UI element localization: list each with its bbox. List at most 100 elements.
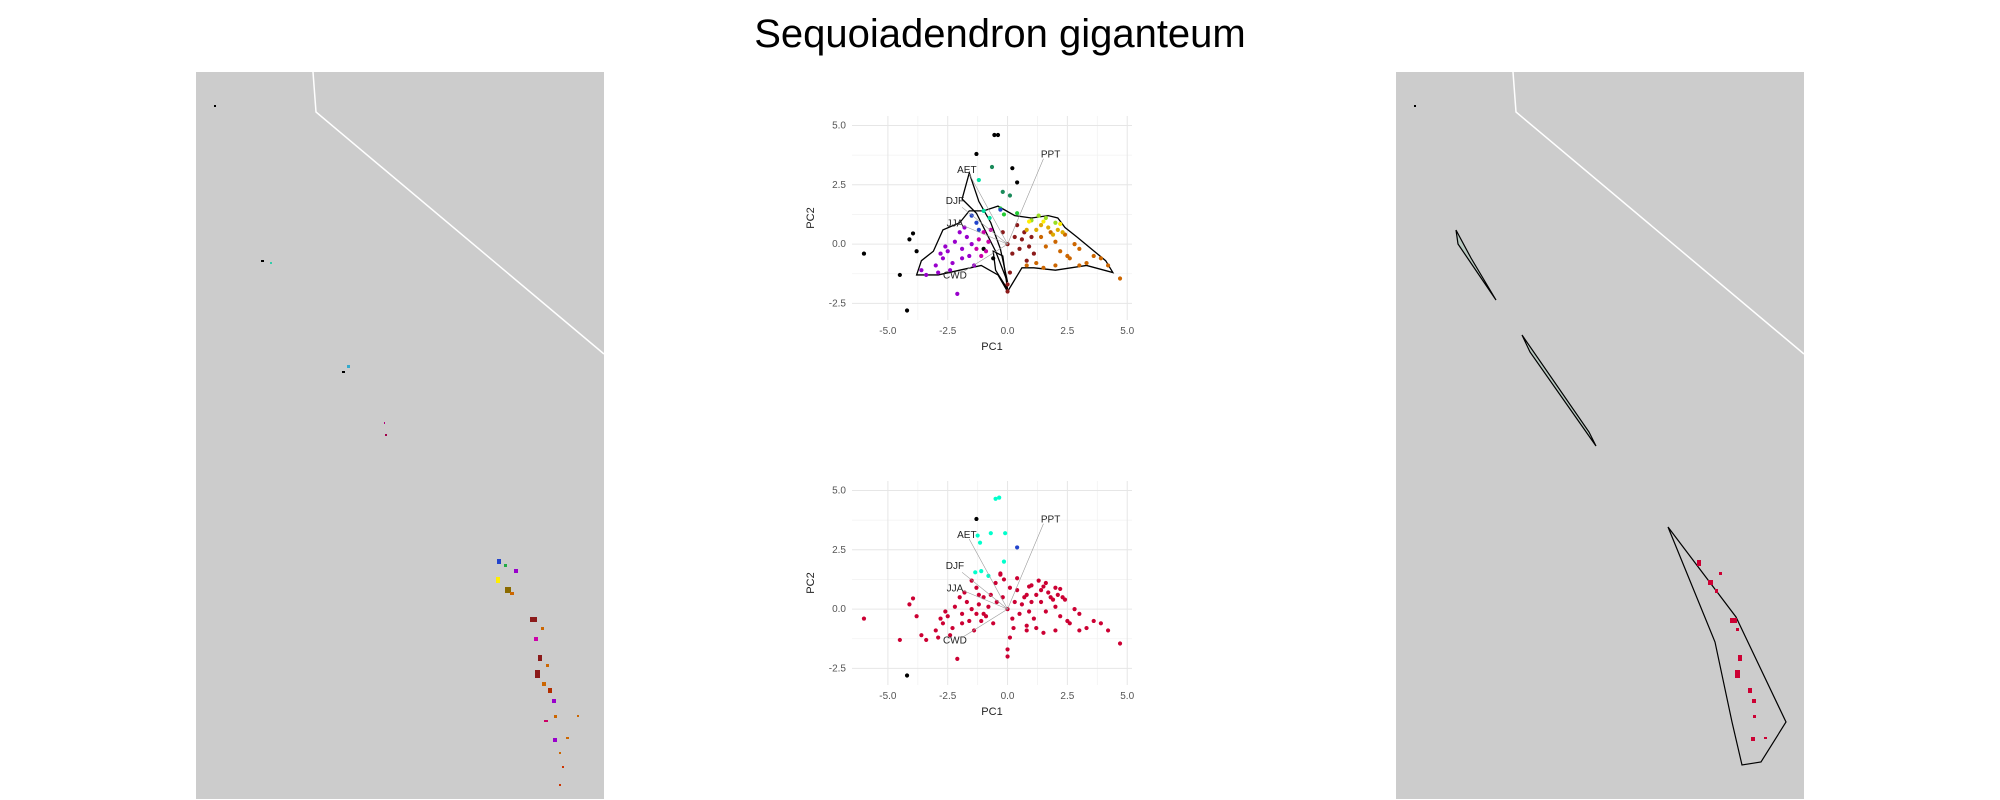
data-point [1077,263,1082,268]
data-point [1019,602,1025,607]
occurrence-mark [1753,715,1756,718]
data-point [1077,628,1082,633]
pca-biplot-bottom: -5.0 -2.5 0.0 2.5 5.0 -2.5 0.0 2.5 5.0 PC1 PC2 AET P… [800,465,1200,765]
data-point [974,516,979,522]
data-point [1065,618,1070,624]
state-border-line [312,72,604,355]
data-point [1024,227,1029,232]
data-point [1036,213,1041,218]
y-tick-label: 0.0 [832,239,846,250]
data-point [919,268,924,273]
data-point [945,249,950,254]
data-point [1043,580,1048,586]
x-tick-label: 5.0 [1120,691,1134,702]
occurrence-mark [1715,589,1718,593]
data-point [1041,584,1046,589]
data-point [1001,212,1007,217]
occurrence-mark [1736,628,1739,631]
data-point [1017,611,1022,616]
data-point [1010,616,1015,621]
x-tick-label: -2.5 [939,691,957,702]
data-point [945,614,950,619]
occurrence-mark [542,682,546,686]
data-point [992,132,997,138]
occurrence-mark [1735,670,1740,678]
data-point [1105,263,1111,268]
vector-label: AET [957,530,976,541]
x-tick-label: -2.5 [939,326,957,337]
cluster-hull [915,205,1115,293]
data-point [1034,260,1039,266]
data-point [989,164,995,170]
data-point [943,609,948,614]
data-point [907,237,912,242]
data-point [948,633,953,638]
page-title: Sequoiadendron giganteum [754,12,1246,56]
data-point [1031,616,1036,621]
vector-label: AET [957,165,976,176]
data-point [1038,223,1044,228]
y-tick-label: -2.5 [829,298,847,309]
range-hull [1521,334,1597,447]
data-point [904,673,910,678]
y-tick-label: 0.0 [832,604,846,615]
data-point [979,253,984,259]
occurrence-mark [504,564,507,567]
data-point [1117,276,1123,281]
data-point [1003,531,1008,536]
data-point [967,618,972,624]
data-point [975,533,980,538]
data-point [988,592,993,597]
data-point [936,270,941,275]
occurrence-mark [566,737,569,739]
occurrence-mark [214,105,216,107]
data-point [1046,225,1051,230]
data-point [969,606,974,612]
data-point [983,249,989,254]
data-point [1015,576,1020,581]
data-point [988,227,993,232]
data-point [959,621,965,626]
data-point [950,260,955,266]
data-point [1026,244,1032,249]
occurrence-mark [559,784,561,786]
data-point [981,595,986,600]
data-point [991,256,996,261]
data-point [988,531,993,536]
data-point [959,256,965,261]
data-point [974,585,979,590]
data-point [1005,654,1010,659]
data-point [1034,625,1039,631]
occurrence-mark [385,434,387,436]
data-point [1091,253,1096,259]
data-point [1084,260,1089,266]
data-point [1010,166,1015,171]
data-point [976,602,981,607]
data-point [974,220,979,225]
vector-label: JJA [947,218,964,229]
data-point [1029,599,1034,605]
pca-biplot-top-svg: -5.0 -2.5 0.0 2.5 5.0 -2.5 0.0 2.5 5.0 PC1 PC2 AET P… [805,116,1135,353]
data-point [910,596,916,601]
data-point [1055,227,1060,232]
occurrence-mark [342,371,345,373]
data-point [993,580,998,586]
data-point [959,246,965,251]
data-point [976,237,981,242]
data-point [987,215,992,221]
data-point [914,614,919,619]
data-point [938,616,943,621]
data-point [1098,256,1103,261]
data-point [1058,221,1063,227]
data-point [1060,230,1065,235]
data-point [1084,625,1089,631]
data-point [976,592,981,597]
occurrence-mark [1697,560,1701,566]
vector-label: PPT [1041,515,1060,526]
data-point [964,599,969,605]
occurrence-mark [552,699,556,703]
data-point [1041,630,1046,635]
data-point [1058,614,1063,619]
loading-vector [961,608,1008,638]
data-point [1036,578,1041,583]
